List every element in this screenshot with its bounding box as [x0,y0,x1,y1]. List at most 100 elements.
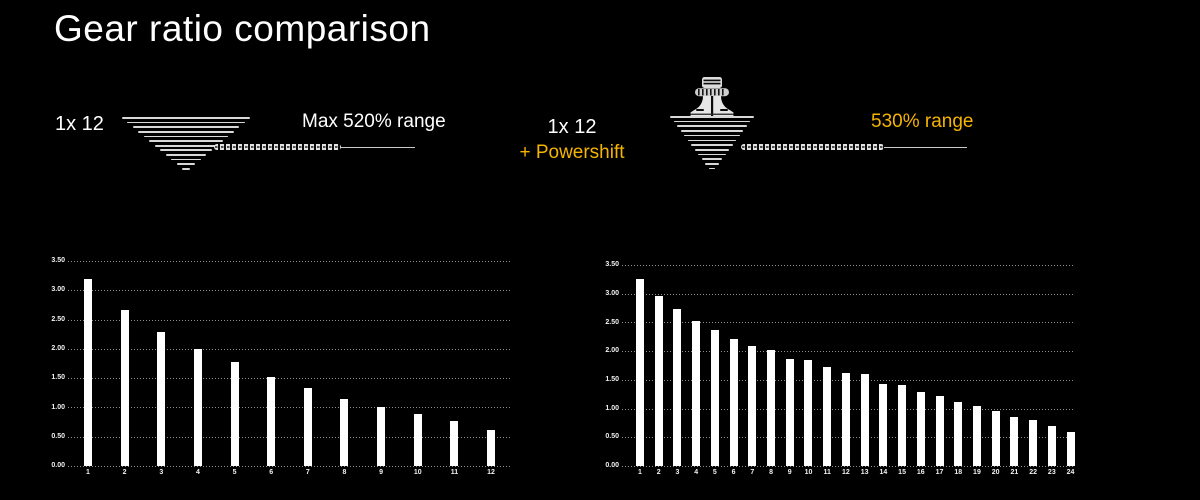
x-tick-label: 2 [656,469,661,476]
sprocket-line [673,120,751,123]
x-tick-label: 20 [991,469,1000,476]
cassette-icon [669,116,755,172]
left-system-label: 1x 12 [55,113,104,135]
x-tick-label: 2 [122,469,127,476]
sprocket-line [698,153,726,156]
sprocket-line [154,144,218,147]
x-tick-label: 5 [712,469,717,476]
page-title: Gear ratio comparison [54,8,431,49]
ratio-bar [954,401,963,466]
powershift-label: + Powershift [519,142,625,163]
ratio-bar [991,410,1000,466]
y-tick-label: 1.50 [605,376,619,384]
gridline [68,290,512,292]
x-tick-label: 21 [1010,469,1019,476]
x-tick-label: 13 [860,469,869,476]
y-tick-label: 2.00 [605,347,619,355]
ratio-bar [230,361,239,466]
gear-ratio-chart-1x12-powershift: 0.00 0.50 1.00 1.50 2.00 2.50 3.00 3.50 1 2 3 4 5 6 7 8… [595,258,1080,488]
sprocket-line [701,158,723,160]
y-tick-label: 3.00 [605,289,619,297]
sprocket-line [705,163,719,165]
sprocket-line [677,125,747,128]
ratio-bar [748,345,757,466]
y-tick-label: 2.00 [51,345,65,353]
x-tick-label: 19 [973,469,981,476]
ratio-bar [804,359,813,466]
ratio-bar [193,348,202,466]
x-tick-label: 12 [842,469,850,476]
sprocket-line [122,117,250,119]
x-tick-label: 24 [1066,469,1075,476]
sprocket-line [132,126,240,128]
ratio-bar [710,330,719,466]
ratio-bar [1047,426,1056,466]
sprocket-line [176,163,196,166]
gridline [68,407,512,409]
x-tick-label: 3 [159,469,164,476]
x-tick-label: 9 [787,469,792,476]
ratio-bar [1010,416,1019,466]
x-tick-label: 1 [86,469,90,476]
sprocket-line [687,139,737,142]
x-tick-label: 16 [916,469,925,476]
gridline [68,436,512,438]
right-system-label: 1x 12 [547,116,597,138]
ratio-bar [487,429,496,466]
ratio-bar [767,349,776,466]
x-tick-label: 10 [413,469,422,476]
x-tick-label: 7 [305,469,310,476]
ratio-bar [636,279,644,466]
x-tick-label: 11 [823,469,831,476]
gridline [622,351,1073,353]
cassette-icon [121,117,251,173]
gear-ratio-chart-1x12: 0.00 0.50 1.00 1.50 2.00 2.50 3.00 3.50 1 2 3 4 5 6 7 8… [40,257,515,488]
y-tick-label: 0.50 [51,432,65,440]
y-tick-label: 3.00 [51,286,65,294]
y-tick-label: 1.00 [51,403,65,411]
y-tick-label: 0.50 [605,433,619,441]
left-range-label: Max 520% range [302,111,446,132]
ratio-bar [340,399,349,466]
chain-icon [214,144,341,150]
right-range-label: 530% range [871,111,974,132]
ratio-bar [157,331,166,466]
powershift-hub-icon [690,77,734,117]
y-tick-label: 0.00 [51,462,65,470]
sprocket-line [182,168,190,170]
ratio-bar [972,406,981,466]
ratio-bar [654,296,663,466]
x-tick-label: 18 [954,469,963,476]
sprocket-line [684,134,740,137]
y-tick-label: 1.00 [605,404,619,412]
ratio-bar [267,376,276,466]
gridline [68,261,512,262]
chain-line [884,146,967,148]
sprocket-line [149,140,223,142]
x-tick-label: 5 [232,469,237,476]
gridline [68,319,512,321]
ratio-bar [120,309,129,466]
x-tick-label: 12 [487,469,495,476]
ratio-bar [860,374,869,466]
sprocket-line [143,135,229,138]
ratio-bar [916,392,925,466]
gridline [68,348,512,350]
ratio-bar [377,407,386,466]
x-tick-label: 4 [694,469,699,476]
gridline [68,378,512,380]
sprocket-line [171,158,201,161]
y-tick-label: 3.50 [605,261,619,269]
x-tick-label: 11 [450,469,459,476]
sprocket-line [694,148,730,151]
sprocket-line [165,154,207,156]
right-system-label-group: 1x 12 + Powershift [510,116,634,164]
y-tick-label: 1.50 [51,374,65,382]
ratio-bar [1066,432,1075,466]
y-tick-label: 2.50 [605,318,619,326]
chain-line [341,146,415,148]
x-tick-label: 8 [769,469,773,476]
ratio-bar [413,413,422,466]
x-tick-label: 6 [731,469,736,476]
x-tick-label: 7 [750,469,755,476]
